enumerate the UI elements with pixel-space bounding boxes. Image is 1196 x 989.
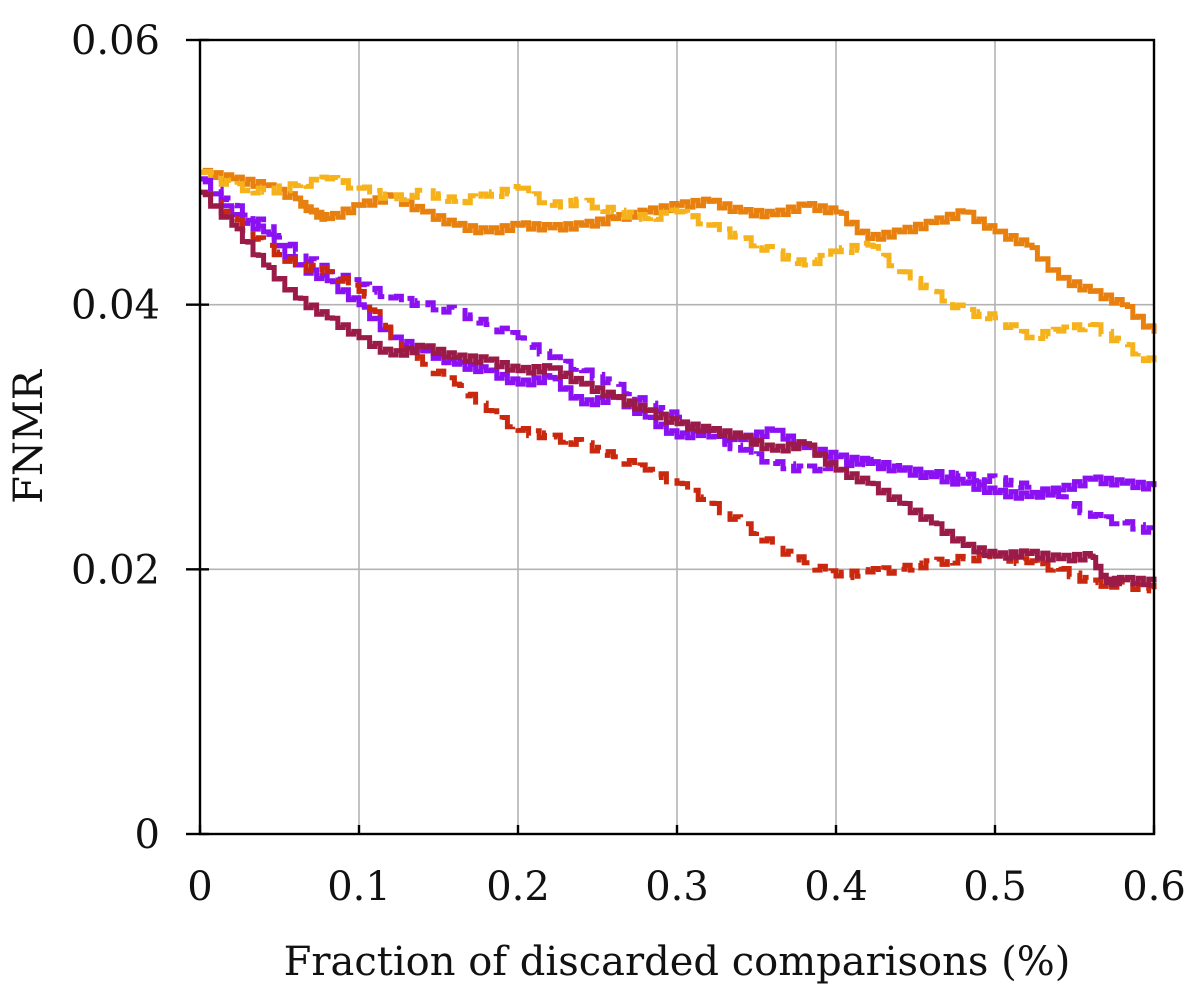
x-axis-label: Fraction of discarded comparisons (%) — [284, 939, 1071, 985]
x-tick-label: 0.5 — [963, 864, 1027, 910]
series-line-yellow-dashed — [200, 169, 1157, 365]
tick-labels: 0 0.1 0.2 0.3 0.4 0.5 0.6 0 0.02 0.04 0.06 — [71, 18, 1186, 910]
y-tick-label: 0.04 — [71, 283, 160, 329]
x-tick-label: 0.6 — [1122, 864, 1186, 910]
x-tick-label: 0.2 — [486, 864, 550, 910]
series-line-orange-solid — [200, 167, 1157, 334]
x-tick-label: 0 — [187, 864, 212, 910]
y-tick-label: 0.06 — [71, 18, 160, 64]
y-axis-label: FNMR — [6, 368, 52, 504]
x-tick-label: 0.4 — [804, 864, 868, 910]
x-tick-label: 0.3 — [645, 864, 709, 910]
y-tick-label: 0.02 — [71, 547, 160, 593]
series-line-purple-solid — [200, 176, 1157, 501]
axis-ticks — [186, 38, 1156, 836]
x-tick-label: 0.1 — [327, 864, 391, 910]
y-tick-label: 0 — [135, 812, 160, 858]
series-line-maroon-solid — [200, 189, 1157, 588]
series-group — [200, 167, 1157, 594]
